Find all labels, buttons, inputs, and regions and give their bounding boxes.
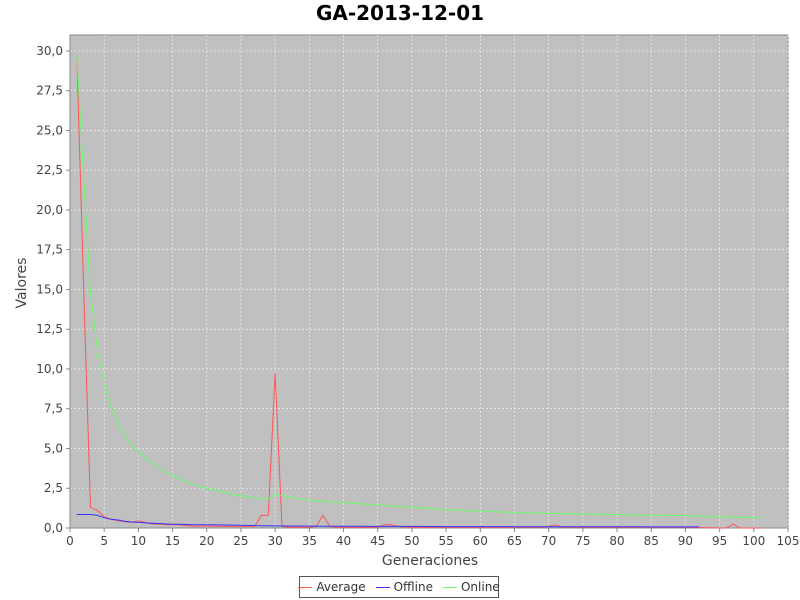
y-axis-label: Valores	[14, 258, 30, 309]
y-tick-label: 5,0	[44, 441, 63, 455]
x-tick-label: 85	[644, 534, 659, 548]
legend-item-average: Average	[298, 580, 366, 594]
x-tick-label: 15	[165, 534, 180, 548]
legend-label-offline: Offline	[393, 580, 433, 594]
x-tick-label: 100	[742, 534, 765, 548]
y-tick-label: 25,0	[36, 123, 63, 137]
legend-label-average: Average	[316, 580, 366, 594]
chart-title: GA-2013-12-01	[315, 1, 485, 25]
y-tick-label: 15,0	[36, 282, 63, 296]
x-axis-label: Generaciones	[382, 553, 478, 569]
x-tick-label: 50	[404, 534, 419, 548]
y-tick-label: 17,5	[36, 243, 63, 257]
y-tick-label: 2,5	[44, 481, 63, 495]
x-tick-label: 30	[268, 534, 283, 548]
x-tick-label: 55	[438, 534, 453, 548]
x-tick-label: 70	[541, 534, 556, 548]
x-tick-label: 20	[199, 534, 214, 548]
y-tick-label: 20,0	[36, 203, 63, 217]
x-tick-label: 25	[233, 534, 248, 548]
y-tick-label: 10,0	[36, 362, 63, 376]
x-tick-label: 80	[609, 534, 624, 548]
x-tick-label: 90	[678, 534, 693, 548]
x-tick-label: 45	[370, 534, 385, 548]
x-tick-label: 95	[712, 534, 727, 548]
y-tick-label: 12,5	[36, 322, 63, 336]
x-tick-label: 5	[100, 534, 108, 548]
series-line-offline	[76, 514, 700, 528]
y-tick-label: 22,5	[36, 163, 63, 177]
x-tick-label: 105	[777, 534, 800, 548]
x-tick-label: 60	[473, 534, 488, 548]
x-tick-label: 75	[575, 534, 590, 548]
legend-item-online: Online	[442, 580, 500, 594]
y-tick-label: 27,5	[36, 84, 63, 98]
x-tick-label: 65	[507, 534, 522, 548]
legend-swatch-online	[442, 586, 457, 588]
series-line-average	[76, 55, 761, 529]
legend: Average Offline Online	[298, 576, 500, 598]
x-tick-label: 10	[131, 534, 146, 548]
legend-item-offline: Offline	[375, 580, 433, 594]
plot-area	[69, 34, 789, 529]
x-tick-label: 40	[336, 534, 351, 548]
x-tick-label: 0	[66, 534, 74, 548]
legend-label-online: Online	[460, 580, 500, 594]
y-tick-label: 7,5	[44, 402, 63, 416]
legend-swatch-offline	[375, 586, 390, 588]
x-tick-label: 35	[302, 534, 317, 548]
legend-swatch-average	[298, 586, 313, 588]
y-tick-label: 30,0	[36, 44, 63, 58]
series-line-online	[76, 55, 761, 519]
y-tick-label: 0,0	[44, 521, 63, 535]
